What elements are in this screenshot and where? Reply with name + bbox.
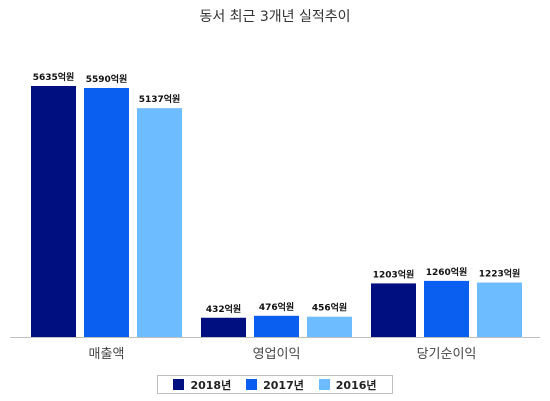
bar-operating-profit-2018 — [201, 317, 246, 337]
legend-label-2018: 2018년 — [190, 378, 232, 392]
data-label-operating-profit-2017: 476억원 — [259, 301, 294, 313]
data-label-operating-profit-2018: 432억원 — [206, 303, 241, 315]
data-label-net-income-2018: 1203억원 — [373, 268, 415, 280]
category-label-net-income: 당기순이익 — [417, 347, 477, 362]
legend-item-2017: 2017년 — [246, 377, 304, 393]
legend-label-2016: 2016년 — [335, 378, 377, 392]
legend: 2018년 2017년 2016년 — [157, 375, 393, 394]
data-label-sales-2017: 5590억원 — [86, 73, 128, 85]
legend-swatch-2018 — [173, 379, 185, 390]
bar-net-income-2017 — [424, 280, 469, 337]
data-label-sales-2018: 5635억원 — [33, 71, 75, 83]
bar-operating-profit-2016 — [307, 316, 352, 337]
legend-label-2017: 2017년 — [263, 378, 304, 392]
chart-title: 동서 최근 3개년 실적추이 — [199, 9, 351, 25]
bar-net-income-2018 — [371, 283, 416, 337]
legend-item-2016: 2016년 — [318, 377, 377, 393]
bar-net-income-2016 — [477, 282, 522, 337]
category-label-operating-profit: 영업이익 — [253, 347, 301, 362]
data-label-net-income-2017: 1260억원 — [426, 266, 468, 278]
category-label-sales: 매출액 — [89, 347, 125, 362]
data-label-sales-2016: 5137억원 — [139, 93, 181, 105]
bar-sales-2016 — [137, 108, 182, 337]
bar-sales-2018 — [31, 86, 76, 337]
bar-sales-2017 — [84, 88, 129, 337]
data-label-operating-profit-2016: 456억원 — [312, 302, 347, 314]
bar-operating-profit-2017 — [254, 315, 299, 337]
legend-swatch-2017 — [246, 379, 258, 390]
legend-swatch-2016 — [318, 379, 330, 390]
legend-item-2018: 2018년 — [173, 377, 231, 393]
data-label-net-income-2016: 1223억원 — [479, 268, 521, 280]
